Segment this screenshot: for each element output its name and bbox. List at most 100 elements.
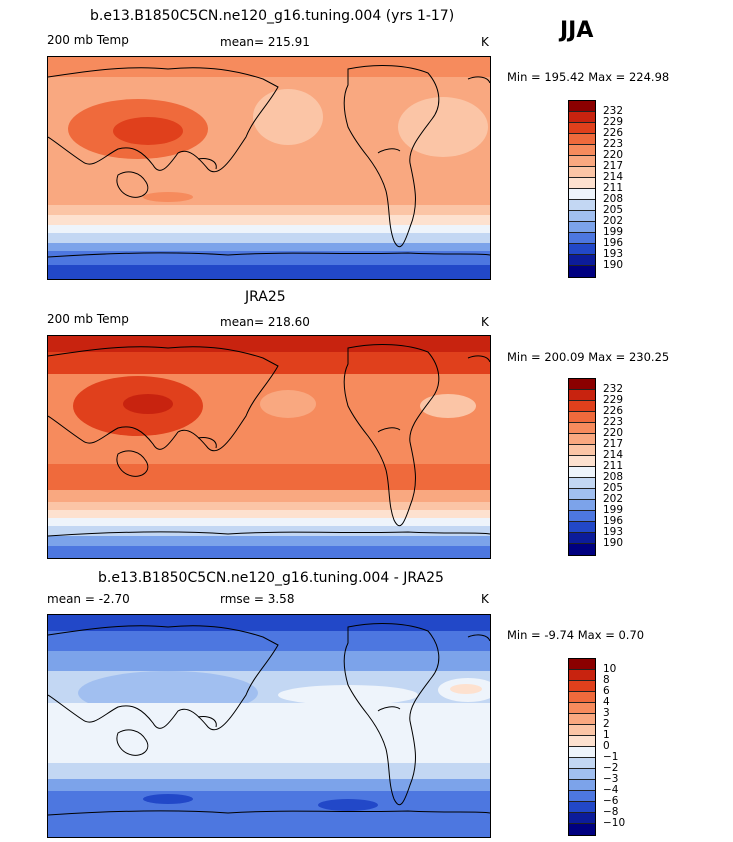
- colorbar-tick-label: −2: [603, 762, 619, 774]
- panel-2-min-max: Min = 200.09 Max = 230.25: [507, 350, 670, 364]
- colorbar-tick-label: 202: [603, 215, 624, 227]
- panel-2-map: [47, 335, 491, 559]
- colorbar-swatch: [569, 112, 595, 123]
- colorbar-swatch: [569, 222, 595, 233]
- colorbar-swatches: [568, 100, 596, 278]
- colorbar-swatch: [569, 500, 595, 511]
- colorbar-tick-label: 226: [603, 127, 624, 139]
- colorbar-tick-label: −10: [603, 817, 626, 829]
- colorbar-tick-label: 2: [603, 718, 610, 730]
- colorbar-tick-label: 10: [603, 663, 617, 675]
- colorbar-swatch: [569, 434, 595, 445]
- panel-1-contour-map: [48, 57, 490, 279]
- colorbar-swatch: [569, 123, 595, 134]
- colorbar-swatch: [569, 533, 595, 544]
- colorbar-tick-label: −8: [603, 806, 619, 818]
- colorbar-tick-label: 220: [603, 149, 624, 161]
- colorbar-tick-label: 211: [603, 460, 624, 472]
- colorbar-tick-label: 6: [603, 685, 610, 697]
- colorbar-swatch: [569, 747, 595, 758]
- colorbar-swatch: [569, 692, 595, 703]
- colorbar-tick-label: 232: [603, 383, 624, 395]
- colorbar-tick-label: 229: [603, 116, 624, 128]
- colorbar-swatch: [569, 478, 595, 489]
- colorbar-tick-label: 199: [603, 504, 624, 516]
- colorbar-tick-label: 229: [603, 394, 624, 406]
- colorbar-swatch: [569, 769, 595, 780]
- colorbar-swatch: [569, 780, 595, 791]
- colorbar-tick-label: 214: [603, 449, 624, 461]
- panel-3-title: b.e13.B1850C5CN.ne120_g16.tuning.004 - J…: [98, 570, 444, 586]
- colorbar-swatch: [569, 101, 595, 112]
- colorbar-swatch: [569, 255, 595, 266]
- colorbar-swatch: [569, 703, 595, 714]
- colorbar-tick-label: 217: [603, 438, 624, 450]
- colorbar-swatch: [569, 791, 595, 802]
- colorbar-tick-label: 4: [603, 696, 610, 708]
- colorbar-swatch: [569, 456, 595, 467]
- panel-1-min-max: Min = 195.42 Max = 224.98: [507, 70, 670, 84]
- colorbar-tick-label: 199: [603, 226, 624, 238]
- colorbar-tick-label: 8: [603, 674, 610, 686]
- colorbar-tick-label: 193: [603, 526, 624, 538]
- colorbar-swatch: [569, 423, 595, 434]
- colorbar-swatch: [569, 714, 595, 725]
- colorbar-swatch: [569, 824, 595, 835]
- colorbar-swatch: [569, 681, 595, 692]
- colorbar-swatch: [569, 189, 595, 200]
- colorbar-swatch: [569, 802, 595, 813]
- colorbar-tick-label: 226: [603, 405, 624, 417]
- colorbar-swatch: [569, 511, 595, 522]
- colorbar-swatch: [569, 167, 595, 178]
- colorbar-swatch: [569, 489, 595, 500]
- colorbar-swatch: [569, 659, 595, 670]
- panel-2-title: JRA25: [245, 289, 286, 305]
- colorbar-swatch: [569, 134, 595, 145]
- colorbar-tick-label: 232: [603, 105, 624, 117]
- colorbar-tick-label: 214: [603, 171, 624, 183]
- colorbar-swatch: [569, 544, 595, 555]
- colorbar-tick-label: −3: [603, 773, 619, 785]
- season-label: JJA: [560, 18, 594, 43]
- panel-3-min-max: Min = -9.74 Max = 0.70: [507, 628, 645, 642]
- panel-3-map: [47, 614, 491, 838]
- colorbar-tick-label: −1: [603, 751, 619, 763]
- colorbar-swatch: [569, 200, 595, 211]
- colorbar-swatch: [569, 178, 595, 189]
- panel-1-mean-label: mean= 215.91: [220, 35, 310, 49]
- panel-1-variable-label: 200 mb Temp: [47, 33, 129, 47]
- colorbar-swatch: [569, 233, 595, 244]
- panel-2-variable-label: 200 mb Temp: [47, 312, 129, 326]
- colorbar-tick-label: 205: [603, 204, 624, 216]
- colorbar-swatch: [569, 211, 595, 222]
- colorbar-swatch: [569, 445, 595, 456]
- colorbar-tick-label: −4: [603, 784, 619, 796]
- colorbar-swatch: [569, 379, 595, 390]
- colorbar-tick-label: −6: [603, 795, 619, 807]
- colorbar-tick-label: 208: [603, 471, 624, 483]
- colorbar-swatch: [569, 244, 595, 255]
- colorbar-tick-label: 211: [603, 182, 624, 194]
- colorbar-swatch: [569, 813, 595, 824]
- colorbar-tick-label: 217: [603, 160, 624, 172]
- colorbar-swatch: [569, 522, 595, 533]
- colorbar-tick-label: 0: [603, 740, 610, 752]
- panel-2-mean-label: mean= 218.60: [220, 315, 310, 329]
- panel-2-contour-map: [48, 336, 490, 558]
- colorbar-swatch: [569, 156, 595, 167]
- colorbar-swatch: [569, 390, 595, 401]
- colorbar-swatch: [569, 758, 595, 769]
- panel-3-rmse-label: rmse = 3.58: [220, 592, 295, 606]
- colorbar-tick-label: 223: [603, 138, 624, 150]
- colorbar-swatch: [569, 670, 595, 681]
- colorbar-tick-label: 196: [603, 237, 624, 249]
- colorbar-swatches: [568, 658, 596, 836]
- panel-3-units-label: K: [481, 592, 489, 606]
- colorbar-tick-label: 205: [603, 482, 624, 494]
- colorbar-tick-label: 196: [603, 515, 624, 527]
- colorbar-tick-label: 223: [603, 416, 624, 428]
- panel-1-map: [47, 56, 491, 280]
- colorbar-swatch: [569, 145, 595, 156]
- colorbar-tick-label: 220: [603, 427, 624, 439]
- colorbar-tick-label: 193: [603, 248, 624, 260]
